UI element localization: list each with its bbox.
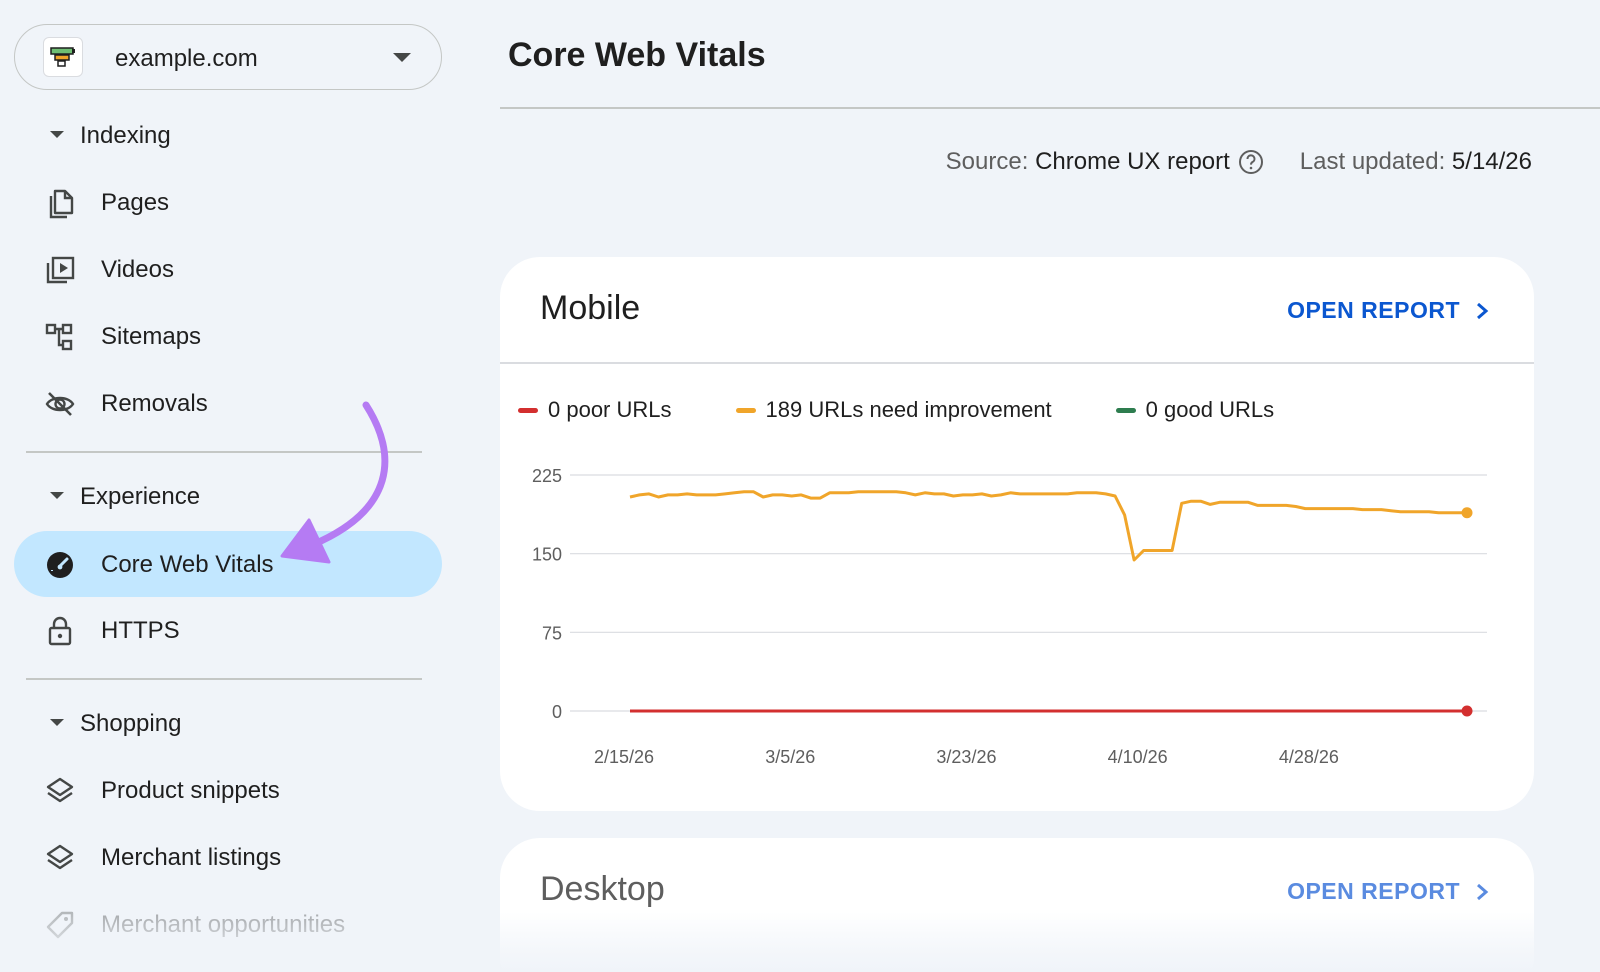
sidebar-item-sitemaps[interactable]: Sitemaps xyxy=(14,303,442,369)
legend-label: 0 poor URLs xyxy=(548,397,672,422)
lock-icon xyxy=(48,616,72,646)
report-meta: Source: Chrome UX report Last updated: 5… xyxy=(946,148,1532,176)
source-value: Chrome UX report xyxy=(1035,148,1230,175)
section-shopping-label: Shopping xyxy=(80,710,182,737)
open-report-label: OPEN REPORT xyxy=(1287,297,1460,323)
mobile-open-report-button[interactable]: OPEN REPORT xyxy=(1287,297,1490,324)
property-selector[interactable]: example.com xyxy=(14,24,442,90)
section-indexing[interactable]: Indexing xyxy=(0,115,470,155)
title-divider xyxy=(500,107,1600,109)
legend-label: 0 good URLs xyxy=(1145,397,1275,422)
sidebar-item-label: Product snippets xyxy=(101,777,280,804)
series-endpoint-needs-improvement xyxy=(1461,507,1473,519)
legend-swatch-poor xyxy=(518,407,538,413)
core-web-vitals-chart: 0 75 150 225 2/15/26 3/5/26 3/23/26 4/10/26 4/28… xyxy=(532,466,1487,767)
y-tick-label: 0 xyxy=(552,702,562,722)
card-title: Desktop xyxy=(540,870,665,908)
pages-icon xyxy=(49,189,74,219)
card-title: Mobile xyxy=(540,289,641,327)
tag-icon xyxy=(46,911,74,939)
sidebar-item-merchant-opportunities[interactable]: Merchant opportunities xyxy=(14,891,442,957)
property-name: example.com xyxy=(115,45,258,72)
caret-down-icon xyxy=(50,719,64,726)
chevron-right-icon xyxy=(1477,302,1489,319)
card-divider xyxy=(500,362,1534,364)
sidebar-item-label: Core Web Vitals xyxy=(101,551,274,578)
video-library-icon xyxy=(46,256,75,284)
mobile-card: Mobile OPEN REPORT 0 poor URLs 189 URLs … xyxy=(500,257,1534,811)
section-shopping[interactable]: Shopping xyxy=(0,703,470,743)
x-tick-label: 3/23/26 xyxy=(936,747,996,767)
legend-good[interactable]: 0 good URLs xyxy=(1115,397,1275,423)
chevron-down-icon xyxy=(393,53,411,62)
legend-poor[interactable]: 0 poor URLs xyxy=(518,397,672,423)
sitemap-icon xyxy=(45,323,73,351)
section-experience[interactable]: Experience xyxy=(0,476,470,516)
sidebar-divider xyxy=(26,451,422,453)
visibility-off-icon xyxy=(45,392,75,416)
sidebar-item-merchant-listings[interactable]: Merchant listings xyxy=(14,824,442,890)
sidebar-item-label: Sitemaps xyxy=(101,323,202,350)
speed-gauge-icon xyxy=(47,552,73,578)
legend-swatch-good xyxy=(1115,407,1136,413)
page-title: Core Web Vitals xyxy=(508,36,766,74)
sidebar-item-core-web-vitals[interactable]: Core Web Vitals xyxy=(14,531,442,597)
sidebar-item-removals[interactable]: Removals xyxy=(14,370,442,436)
desktop-open-report-button[interactable]: OPEN REPORT xyxy=(1287,878,1490,905)
property-icon xyxy=(43,37,83,77)
help-icon[interactable] xyxy=(1238,149,1264,175)
sidebar-item-pages[interactable]: Pages xyxy=(14,169,442,235)
section-indexing-label: Indexing xyxy=(80,122,171,149)
sidebar-item-label: Merchant listings xyxy=(101,844,282,871)
layers-icon xyxy=(46,844,74,870)
y-tick-label: 225 xyxy=(532,466,562,486)
section-experience-label: Experience xyxy=(80,483,201,510)
sidebar-item-https[interactable]: HTTPS xyxy=(14,597,442,663)
legend-needs-improvement[interactable]: 189 URLs need improvement xyxy=(735,397,1052,423)
sidebar-item-label: Removals xyxy=(101,390,208,417)
y-tick-label: 150 xyxy=(532,545,562,565)
chevron-right-icon xyxy=(1477,883,1489,900)
sidebar-item-label: Merchant opportunities xyxy=(101,911,346,938)
sidebar-item-product-snippets[interactable]: Product snippets xyxy=(14,757,442,823)
caret-down-icon xyxy=(50,492,64,499)
x-tick-label: 4/28/26 xyxy=(1279,747,1339,767)
legend-swatch-needs-improvement xyxy=(735,407,756,413)
desktop-card: Desktop OPEN REPORT xyxy=(500,838,1534,972)
series-line-needs-improvement xyxy=(629,490,1467,562)
sidebar-item-label: Pages xyxy=(101,189,170,216)
y-tick-label: 75 xyxy=(542,623,562,643)
sidebar-divider xyxy=(26,678,422,680)
legend-label: 189 URLs need improvement xyxy=(765,397,1052,422)
updated-value: 5/14/26 xyxy=(1451,148,1532,175)
x-tick-label: 2/15/26 xyxy=(594,747,654,767)
source-label: Source: xyxy=(945,148,1029,175)
x-tick-label: 3/5/26 xyxy=(765,747,815,767)
updated-label: Last updated: xyxy=(1299,148,1446,175)
sidebar-item-videos[interactable]: Videos xyxy=(14,236,442,302)
x-tick-label: 4/10/26 xyxy=(1108,747,1168,767)
open-report-label: OPEN REPORT xyxy=(1287,878,1460,904)
series-endpoint-poor xyxy=(1461,705,1473,717)
layers-icon xyxy=(46,777,74,803)
caret-down-icon xyxy=(50,131,64,138)
chart-legend: 0 poor URLs 189 URLs need improvement 0 … xyxy=(518,397,1274,423)
sidebar-item-label: HTTPS xyxy=(101,617,180,644)
sidebar: example.com Indexing Pages Videos Sitema… xyxy=(0,0,470,972)
sidebar-item-label: Videos xyxy=(101,256,174,283)
